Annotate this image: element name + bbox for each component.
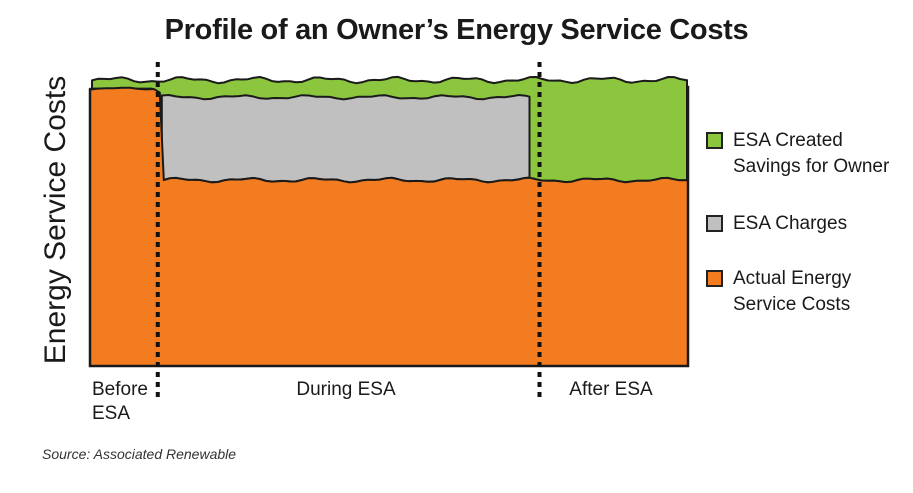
legend-item-savings: ESA Created Savings for Owner bbox=[706, 128, 913, 180]
legend-swatch-charges bbox=[706, 215, 723, 232]
legend-swatch-actual bbox=[706, 270, 723, 287]
legend-item-charges: ESA Charges bbox=[706, 211, 913, 237]
plot-frame bbox=[88, 85, 690, 368]
legend-swatch-savings bbox=[706, 132, 723, 149]
legend-label-charges: ESA Charges bbox=[733, 213, 848, 234]
legend-label-savings: ESA Created Savings for Owner bbox=[733, 130, 890, 177]
source-note: Source: Associated Renewable bbox=[42, 446, 237, 462]
legend-label-actual: Actual Energy Service Costs bbox=[733, 268, 852, 315]
legend-item-actual: Actual Energy Service Costs bbox=[706, 266, 913, 318]
phase-label-after: After ESA bbox=[569, 379, 653, 400]
chart-title: Profile of an Owner’s Energy Service Cos… bbox=[164, 14, 749, 46]
phase-label-before: Before ESA bbox=[92, 379, 148, 424]
area-esa-charges bbox=[160, 94, 531, 184]
phase-label-during: During ESA bbox=[296, 379, 396, 400]
